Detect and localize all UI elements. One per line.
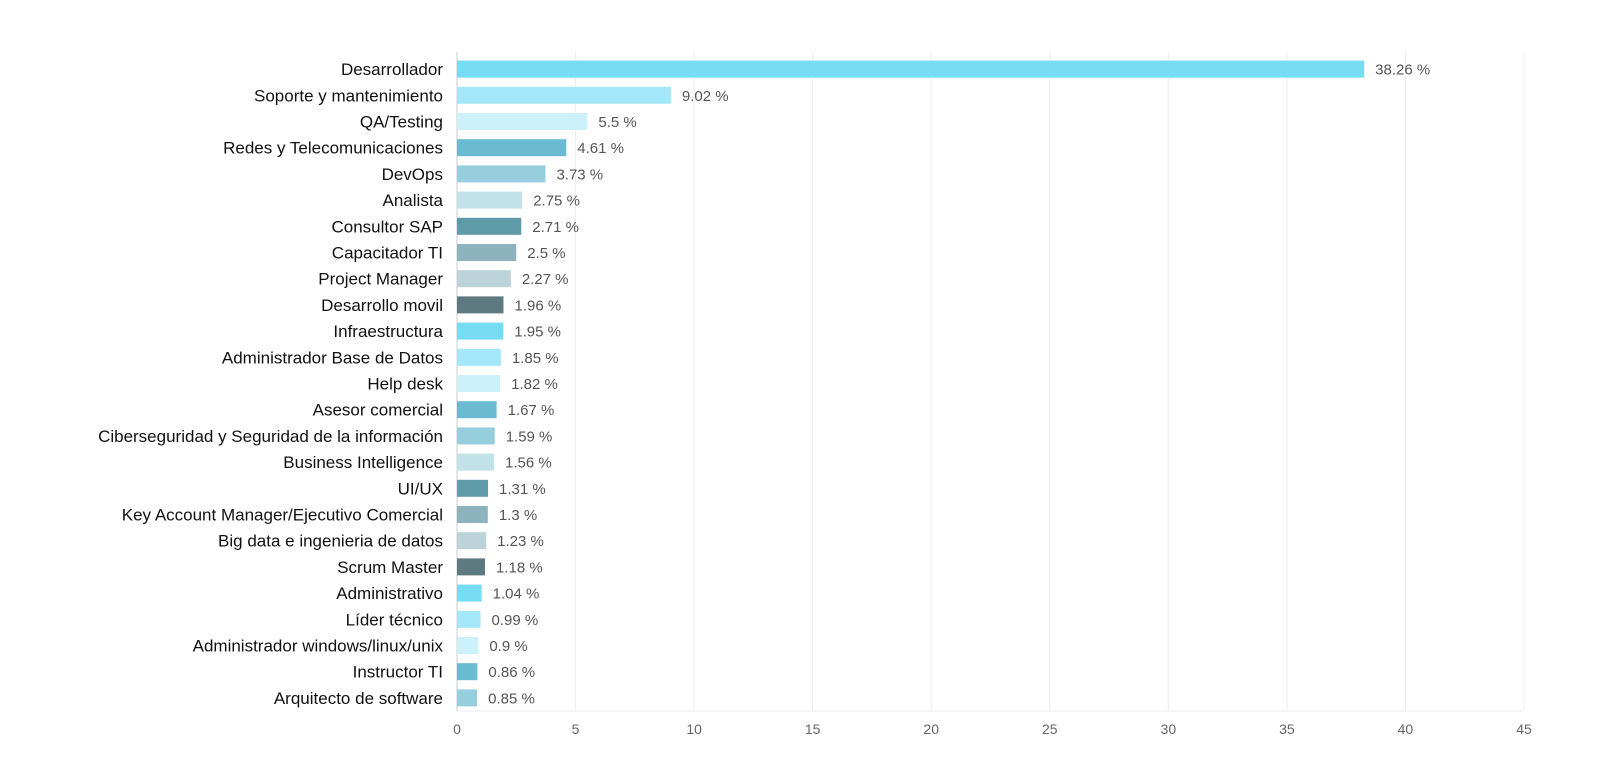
category-label: Administrativo	[336, 584, 443, 603]
bar[interactable]	[457, 322, 504, 340]
data-label: 3.73 %	[556, 166, 603, 183]
x-tick-label: 20	[923, 721, 939, 737]
category-label: Infraestructura	[333, 322, 443, 341]
bar[interactable]	[457, 375, 501, 392]
data-label: 1.96 %	[514, 297, 561, 314]
bar[interactable]	[457, 139, 567, 157]
bar[interactable]	[457, 689, 478, 707]
bar[interactable]	[457, 506, 488, 523]
x-tick-label: 0	[453, 721, 461, 737]
data-label: 1.82 %	[511, 376, 558, 393]
category-label: Analista	[383, 191, 444, 210]
data-label: 0.9 %	[489, 638, 527, 655]
x-tick-label: 35	[1279, 721, 1295, 737]
category-label: Scrum Master	[337, 558, 443, 577]
bar[interactable]	[457, 610, 481, 628]
data-label: 0.99 %	[491, 612, 538, 629]
data-label: 2.71 %	[532, 219, 579, 236]
category-label: Big data e ingenieria de datos	[218, 532, 443, 551]
data-label: 1.59 %	[506, 428, 553, 445]
bar[interactable]	[457, 637, 479, 654]
data-label: 1.18 %	[496, 559, 543, 576]
data-label: 1.67 %	[508, 402, 555, 419]
bar[interactable]	[457, 427, 495, 445]
x-tick-label: 40	[1398, 721, 1414, 737]
x-tick-label: 5	[572, 721, 580, 737]
category-label: UI/UX	[398, 479, 443, 498]
bar[interactable]	[457, 86, 671, 104]
bar[interactable]	[457, 217, 522, 235]
x-tick-label: 45	[1516, 721, 1532, 737]
bar[interactable]	[457, 453, 494, 471]
bar[interactable]	[457, 191, 523, 209]
category-label: Soporte y mantenimiento	[254, 86, 443, 105]
category-label: Administrador windows/linux/unix	[193, 637, 444, 656]
category-label: Project Manager	[318, 270, 443, 289]
category-label: DevOps	[382, 165, 443, 184]
data-label: 1.95 %	[514, 324, 561, 341]
category-labels: Desarrollador Soporte y mantenimiento QA/T…	[98, 60, 443, 708]
data-label: 1.85 %	[512, 350, 559, 367]
category-label: Administrador Base de Datos	[222, 348, 443, 367]
bar[interactable]	[457, 270, 511, 288]
bar[interactable]	[457, 532, 487, 550]
value-labels: 38.26 % 9.02 % 5.5 % 4.61 % 3.73 % 2.75 % 2.71…	[488, 62, 1430, 708]
category-label: Business Intelligence	[283, 453, 443, 472]
category-label: Capacitador TI	[332, 244, 443, 263]
grid-lines	[456, 52, 1525, 712]
bar[interactable]	[457, 113, 588, 130]
data-label: 38.26 %	[1375, 62, 1430, 79]
category-label: Asesor comercial	[313, 401, 443, 420]
data-label: 2.27 %	[522, 271, 569, 288]
bar[interactable]	[457, 479, 489, 497]
bar[interactable]	[457, 165, 546, 183]
data-label: 0.85 %	[488, 690, 535, 707]
bar[interactable]	[457, 558, 485, 576]
data-label: 1.31 %	[499, 481, 546, 498]
category-label: Instructor TI	[353, 663, 443, 682]
category-label: QA/Testing	[360, 113, 443, 132]
data-label: 4.61 %	[577, 140, 624, 157]
category-label: Ciberseguridad y Seguridad de la informa…	[98, 427, 443, 446]
bar[interactable]	[457, 60, 1365, 78]
category-label: Arquitecto de software	[274, 689, 443, 708]
bar[interactable]	[457, 584, 482, 602]
data-label: 9.02 %	[682, 88, 729, 105]
data-label: 5.5 %	[598, 114, 636, 131]
category-label: Desarrollo movil	[321, 296, 443, 315]
bar[interactable]	[457, 296, 504, 314]
x-tick-label: 30	[1161, 721, 1177, 737]
data-label: 2.75 %	[533, 193, 580, 210]
x-axis-ticks: 0 5 10 15 20 25 30 35 40 45	[453, 721, 1532, 737]
data-label: 1.56 %	[505, 455, 552, 472]
x-tick-label: 25	[1042, 721, 1058, 737]
data-label: 1.23 %	[497, 533, 544, 550]
category-label: Desarrollador	[341, 60, 443, 79]
data-label: 1.04 %	[493, 586, 540, 603]
category-label: Líder técnico	[346, 610, 443, 629]
data-label: 2.5 %	[527, 245, 565, 262]
bars	[457, 60, 1365, 707]
x-tick-label: 15	[805, 721, 821, 737]
data-label: 1.3 %	[499, 507, 537, 524]
data-label: 0.86 %	[488, 664, 535, 681]
bar[interactable]	[457, 663, 478, 681]
bar[interactable]	[457, 401, 497, 419]
bar[interactable]	[457, 348, 501, 366]
category-label: Help desk	[367, 375, 443, 394]
category-label: Consultor SAP	[332, 217, 444, 236]
category-label: Redes y Telecomunicaciones	[223, 139, 443, 158]
category-label: Key Account Manager/Ejecutivo Comercial	[122, 506, 443, 525]
x-tick-label: 10	[686, 721, 702, 737]
bar[interactable]	[457, 244, 517, 261]
